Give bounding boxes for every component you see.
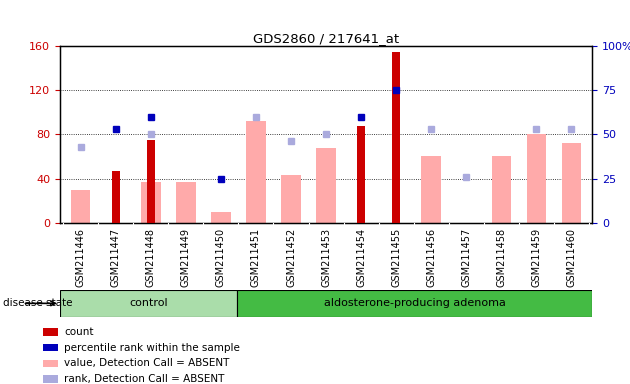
Bar	[43, 344, 59, 351]
Bar	[246, 121, 266, 223]
Bar	[112, 171, 120, 223]
Text: GSM211457: GSM211457	[461, 228, 471, 287]
Text: disease state: disease state	[3, 298, 72, 308]
Text: GSM211447: GSM211447	[111, 228, 121, 287]
Text: GSM211456: GSM211456	[426, 228, 436, 287]
Bar	[43, 376, 59, 383]
Text: GSM211459: GSM211459	[531, 228, 541, 287]
Text: GSM211460: GSM211460	[566, 228, 576, 287]
Text: GSM211448: GSM211448	[146, 228, 156, 287]
Bar	[141, 182, 161, 223]
Bar	[147, 140, 155, 223]
Bar	[71, 190, 91, 223]
Bar	[316, 148, 336, 223]
Title: GDS2860 / 217641_at: GDS2860 / 217641_at	[253, 32, 399, 45]
Text: GSM211454: GSM211454	[356, 228, 366, 287]
Bar	[238, 290, 592, 317]
Bar	[527, 134, 546, 223]
Text: GSM211453: GSM211453	[321, 228, 331, 287]
Bar	[357, 126, 365, 223]
Text: control: control	[129, 298, 168, 308]
Bar	[43, 328, 59, 336]
Bar	[282, 175, 301, 223]
Text: count: count	[64, 327, 94, 337]
Bar	[211, 212, 231, 223]
Text: value, Detection Call = ABSENT: value, Detection Call = ABSENT	[64, 358, 230, 368]
Bar	[392, 51, 401, 223]
Text: GSM211451: GSM211451	[251, 228, 261, 287]
Text: rank, Detection Call = ABSENT: rank, Detection Call = ABSENT	[64, 374, 225, 384]
Text: GSM211450: GSM211450	[216, 228, 226, 287]
Text: GSM211449: GSM211449	[181, 228, 191, 287]
Text: percentile rank within the sample: percentile rank within the sample	[64, 343, 240, 353]
Bar	[176, 182, 195, 223]
Bar	[561, 143, 581, 223]
Bar	[43, 359, 59, 367]
Text: GSM211455: GSM211455	[391, 228, 401, 287]
Text: GSM211446: GSM211446	[76, 228, 86, 287]
Text: GSM211452: GSM211452	[286, 228, 296, 287]
Text: GSM211458: GSM211458	[496, 228, 506, 287]
Bar	[421, 157, 441, 223]
Text: aldosterone-producing adenoma: aldosterone-producing adenoma	[324, 298, 506, 308]
Bar	[491, 157, 511, 223]
Bar	[60, 290, 238, 317]
